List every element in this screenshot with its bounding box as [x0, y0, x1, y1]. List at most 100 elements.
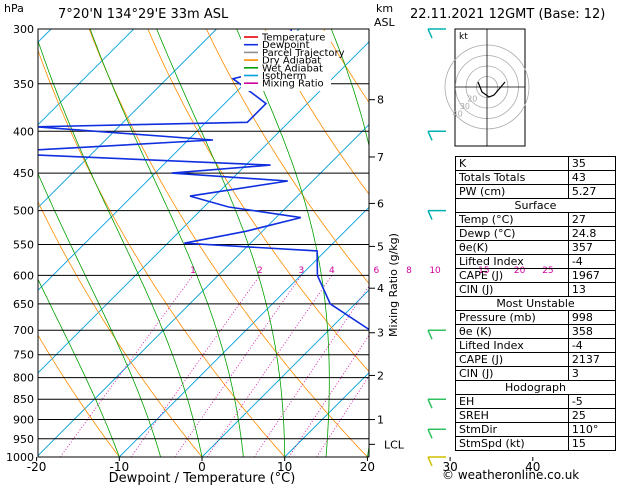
- surface-label: Dewp (°C): [455, 226, 569, 241]
- mixing-ratio-line: [206, 275, 333, 457]
- wind-barb-flag: [427, 210, 433, 220]
- dry-adiabat-line: [88, 29, 368, 457]
- lcl-label: LCL: [384, 438, 405, 451]
- credit-text: © weatheronline.co.uk: [442, 468, 580, 482]
- hodo-value: -5: [567, 394, 617, 409]
- legend-entry: Dry Adiabat: [262, 56, 321, 67]
- mu-label: Lifted Index: [455, 338, 569, 353]
- pressure-tick-label: 550: [13, 238, 34, 251]
- mixing-ratio-label: 10: [429, 266, 441, 276]
- mixing-ratio-line: [253, 285, 369, 457]
- index-value: 35: [567, 156, 617, 171]
- km-tick-label: 8: [377, 94, 384, 107]
- hodograph-unit-label: kt: [459, 32, 468, 42]
- pressure-tick-label: 950: [13, 433, 34, 446]
- plot-area: [38, 29, 629, 457]
- surface-value: -4: [567, 254, 617, 269]
- mu-label: CAPE (J): [455, 352, 569, 367]
- mu-label: Pressure (mb): [455, 310, 569, 325]
- hodograph-ring-label: 30: [460, 102, 470, 111]
- pressure-tick-label: 650: [13, 298, 34, 311]
- temperature-line: [377, 84, 426, 457]
- x-tick-label: 0: [198, 460, 206, 474]
- pressure-tick-label: 800: [13, 372, 34, 385]
- km-tick-label: 2: [377, 369, 384, 382]
- km-tick-label: 6: [377, 197, 384, 210]
- surface-value: 357: [567, 240, 617, 255]
- dry-adiabat-line: [38, 49, 286, 457]
- isotherm-line: [201, 289, 369, 457]
- x-tick-label: -10: [109, 460, 129, 474]
- index-label: Totals Totals: [455, 170, 569, 185]
- mixing-ratio-label: 8: [406, 266, 412, 276]
- plot-frame: [37, 28, 370, 458]
- hodograph-frame: [454, 28, 526, 147]
- mu-value: -4: [567, 338, 617, 353]
- mu-value: 2137: [567, 352, 617, 367]
- wet-adiabat-line: [330, 29, 369, 457]
- datetime-title: 22.11.2021 12GMT (Base: 12): [410, 7, 606, 22]
- wet-adiabat-line: [89, 29, 244, 457]
- dry-adiabat-line: [617, 29, 629, 457]
- isotherm-line: [38, 41, 369, 374]
- mixing-ratio-line: [130, 275, 261, 457]
- pressure-tick-label: 500: [13, 205, 34, 218]
- index-value: 5.27: [567, 184, 617, 199]
- mixing-ratio-axis-label: Mixing Ratio (g/kg): [387, 233, 400, 337]
- hodograph-ring-label: 20: [467, 95, 477, 104]
- legend-entry: Isotherm: [262, 71, 306, 82]
- hodo-value: 15: [567, 436, 617, 451]
- surface-value: 1967: [567, 268, 617, 283]
- isotherm-line: [38, 29, 300, 291]
- location-title: 7°20'N 134°29'E 33m ASL: [58, 7, 229, 22]
- pressure-tick-label: 600: [13, 269, 34, 282]
- surface-title: Surface: [455, 198, 616, 213]
- surface-value: 24.8: [567, 226, 617, 241]
- x-tick-label: -20: [27, 460, 47, 474]
- mixing-ratio-label: 6: [373, 266, 379, 276]
- pressure-tick-label: 450: [13, 167, 34, 180]
- mu-value: 998: [567, 310, 617, 325]
- mixing-ratio-label: 2: [257, 266, 263, 276]
- mixing-ratio-line: [59, 275, 194, 457]
- pressure-tick-label: 1000: [6, 451, 34, 464]
- hodograph-trace: [477, 81, 506, 98]
- wind-barb-flag: [427, 398, 433, 409]
- pressure-tick-label: 350: [13, 78, 34, 91]
- index-value: 43: [567, 170, 617, 185]
- indices-table: K 35 Totals Totals 43 PW (cm) 5.27 Surface …: [455, 156, 617, 451]
- wind-barb-flag: [427, 28, 433, 39]
- wind-barb-flag: [427, 329, 433, 340]
- legend-entry: Parcel Trajectory: [262, 48, 345, 59]
- mu-label: θe (K): [455, 324, 569, 339]
- dry-adiabat-line: [38, 334, 120, 457]
- wind-barb-flag: [427, 428, 433, 439]
- pressure-tick-label: 400: [13, 125, 34, 138]
- x-tick-label: 20: [360, 460, 375, 474]
- km-label: km: [376, 2, 394, 15]
- surface-label: CAPE (J): [455, 268, 569, 283]
- pressure-tick-label: 900: [13, 414, 34, 427]
- km-tick-label: 1: [377, 414, 384, 427]
- isotherm-line: [118, 206, 369, 457]
- hodo-value: 25: [567, 408, 617, 423]
- legend-entry: Dewpoint: [262, 40, 310, 51]
- km-tick-label: 3: [377, 327, 384, 340]
- most-unstable-title: Most Unstable: [455, 296, 616, 311]
- hodograph-ring-label: 40: [453, 109, 463, 118]
- legend-entry: Temperature: [261, 33, 325, 44]
- legend-entry: Mixing Ratio: [262, 79, 324, 90]
- hodo-label: SREH: [455, 408, 569, 423]
- wind-barb-flag: [427, 456, 433, 467]
- mixing-ratio-label: 1: [190, 266, 196, 276]
- isotherm-line: [38, 123, 369, 457]
- surface-label: θe(K): [455, 240, 569, 255]
- mixing-ratio-line: [174, 275, 302, 457]
- km-tick-label: 7: [377, 151, 384, 164]
- wet-adiabat-line: [38, 39, 203, 457]
- dry-adiabat-line: [264, 29, 369, 195]
- x-tick-label: 40: [525, 460, 540, 474]
- legend-bg: [241, 31, 331, 91]
- x-tick-label: 30: [442, 460, 457, 474]
